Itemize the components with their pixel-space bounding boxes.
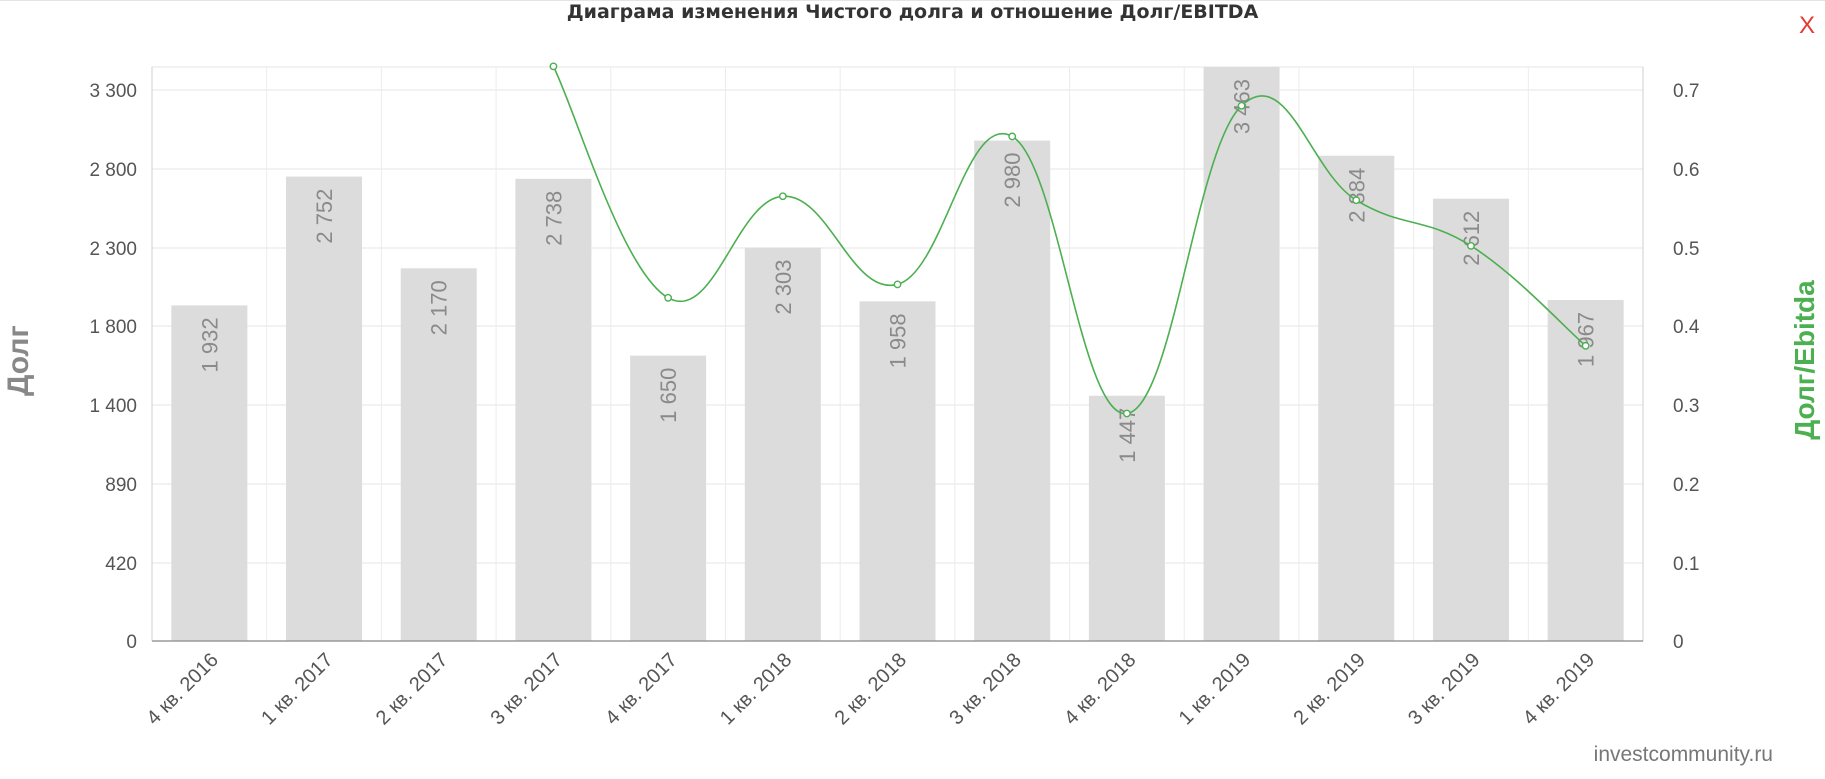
y-right-tick-label: 0.3	[1673, 396, 1699, 417]
y-left-tick-label: 1 800	[89, 317, 137, 338]
y-left-tick-label: 2 300	[89, 239, 137, 260]
x-tick-label: 4 кв. 2019	[1519, 649, 1599, 729]
y-left-tick-label: 0	[126, 632, 137, 653]
x-tick-label: 2 кв. 2017	[372, 649, 452, 729]
bar-value-label: 2 612	[1459, 211, 1484, 266]
x-tick-label: 2 кв. 2019	[1289, 649, 1369, 729]
bar[interactable]	[400, 268, 477, 641]
ratio-point[interactable]	[1467, 241, 1475, 250]
bar-value-label: 2 303	[771, 260, 796, 315]
ratio-point[interactable]	[1122, 409, 1131, 418]
bar[interactable]	[1088, 395, 1165, 641]
watermark: investcommunity.ru	[1593, 743, 1773, 766]
y-right-tick-label: 0.6	[1673, 160, 1699, 181]
y-left-tick-label: 420	[105, 554, 137, 575]
ratio-point[interactable]	[1237, 101, 1246, 110]
bar[interactable]	[171, 305, 248, 641]
x-tick-label: 3 кв. 2017	[487, 649, 567, 729]
bar-value-label: 2 738	[541, 191, 566, 246]
y-left-tick-label: 3 300	[89, 81, 137, 102]
bar[interactable]	[974, 140, 1051, 641]
x-tick-label: 1 кв. 2018	[716, 649, 796, 729]
y-right-tick-label: 0.7	[1673, 81, 1699, 102]
bar[interactable]	[1203, 67, 1280, 641]
bar-value-label: 2 752	[312, 189, 337, 244]
ratio-line-series	[549, 62, 1590, 418]
chart-title: Диаграма изменения Чистого долга и отнош…	[566, 1, 1259, 23]
ratio-line	[552, 66, 1587, 415]
y-left-tick-label: 1 400	[89, 396, 137, 417]
bar-value-label: 1 967	[1574, 312, 1599, 367]
bar-value-label: 1 650	[656, 368, 681, 423]
bar-value-label: 2 884	[1344, 168, 1369, 223]
bar-value-label: 1 958	[886, 313, 911, 368]
bar[interactable]	[515, 178, 592, 641]
y-left-tick-label: 890	[105, 475, 137, 496]
x-tick-label: 2 кв. 2018	[831, 649, 911, 729]
grid	[151, 66, 1644, 642]
x-tick-label: 3 кв. 2019	[1404, 649, 1484, 729]
bar-value-label: 2 980	[1000, 153, 1025, 208]
ratio-point[interactable]	[549, 62, 558, 71]
y-left-tick-label: 2 800	[89, 160, 137, 181]
bar[interactable]	[1318, 155, 1395, 641]
ratio-point[interactable]	[1581, 341, 1590, 350]
ratio-point[interactable]	[893, 280, 902, 289]
y-right-tick-label: 0.2	[1673, 475, 1699, 496]
y-right-tick-label: 0	[1673, 632, 1684, 653]
top-rule	[0, 0, 1825, 1]
ratio-point[interactable]	[664, 293, 673, 302]
y-right-tick-label: 0.5	[1673, 239, 1699, 260]
x-tick-label: 4 кв. 2016	[143, 649, 223, 729]
bar-series	[171, 67, 1624, 642]
bar-value-label: 2 170	[427, 280, 452, 335]
bar-labels: 1 932 2 752 2 170 2 738 1 650 2 303 1 958 2 980…	[197, 79, 1598, 463]
x-tick-label: 4 кв. 2018	[1060, 649, 1140, 729]
bar[interactable]	[744, 247, 821, 641]
x-tick-label: 4 кв. 2017	[601, 649, 681, 729]
ratio-point[interactable]	[778, 192, 787, 201]
bar[interactable]	[1547, 299, 1624, 641]
y-right-tick-label: 0.4	[1673, 317, 1700, 338]
ratio-point[interactable]	[1008, 132, 1017, 141]
bar[interactable]	[286, 176, 363, 642]
close-button[interactable]: X	[1798, 12, 1815, 39]
bar[interactable]	[1432, 198, 1509, 642]
x-tick-label: 3 кв. 2018	[945, 649, 1025, 729]
ratio-point[interactable]	[1352, 196, 1361, 205]
bar-value-label: 1 932	[197, 317, 222, 372]
x-tick-label: 1 кв. 2019	[1175, 649, 1255, 729]
y-right-tick-label: 0.1	[1673, 554, 1699, 575]
x-tick-label: 1 кв. 2017	[257, 649, 337, 729]
bar[interactable]	[630, 355, 707, 641]
bar[interactable]	[859, 301, 936, 641]
